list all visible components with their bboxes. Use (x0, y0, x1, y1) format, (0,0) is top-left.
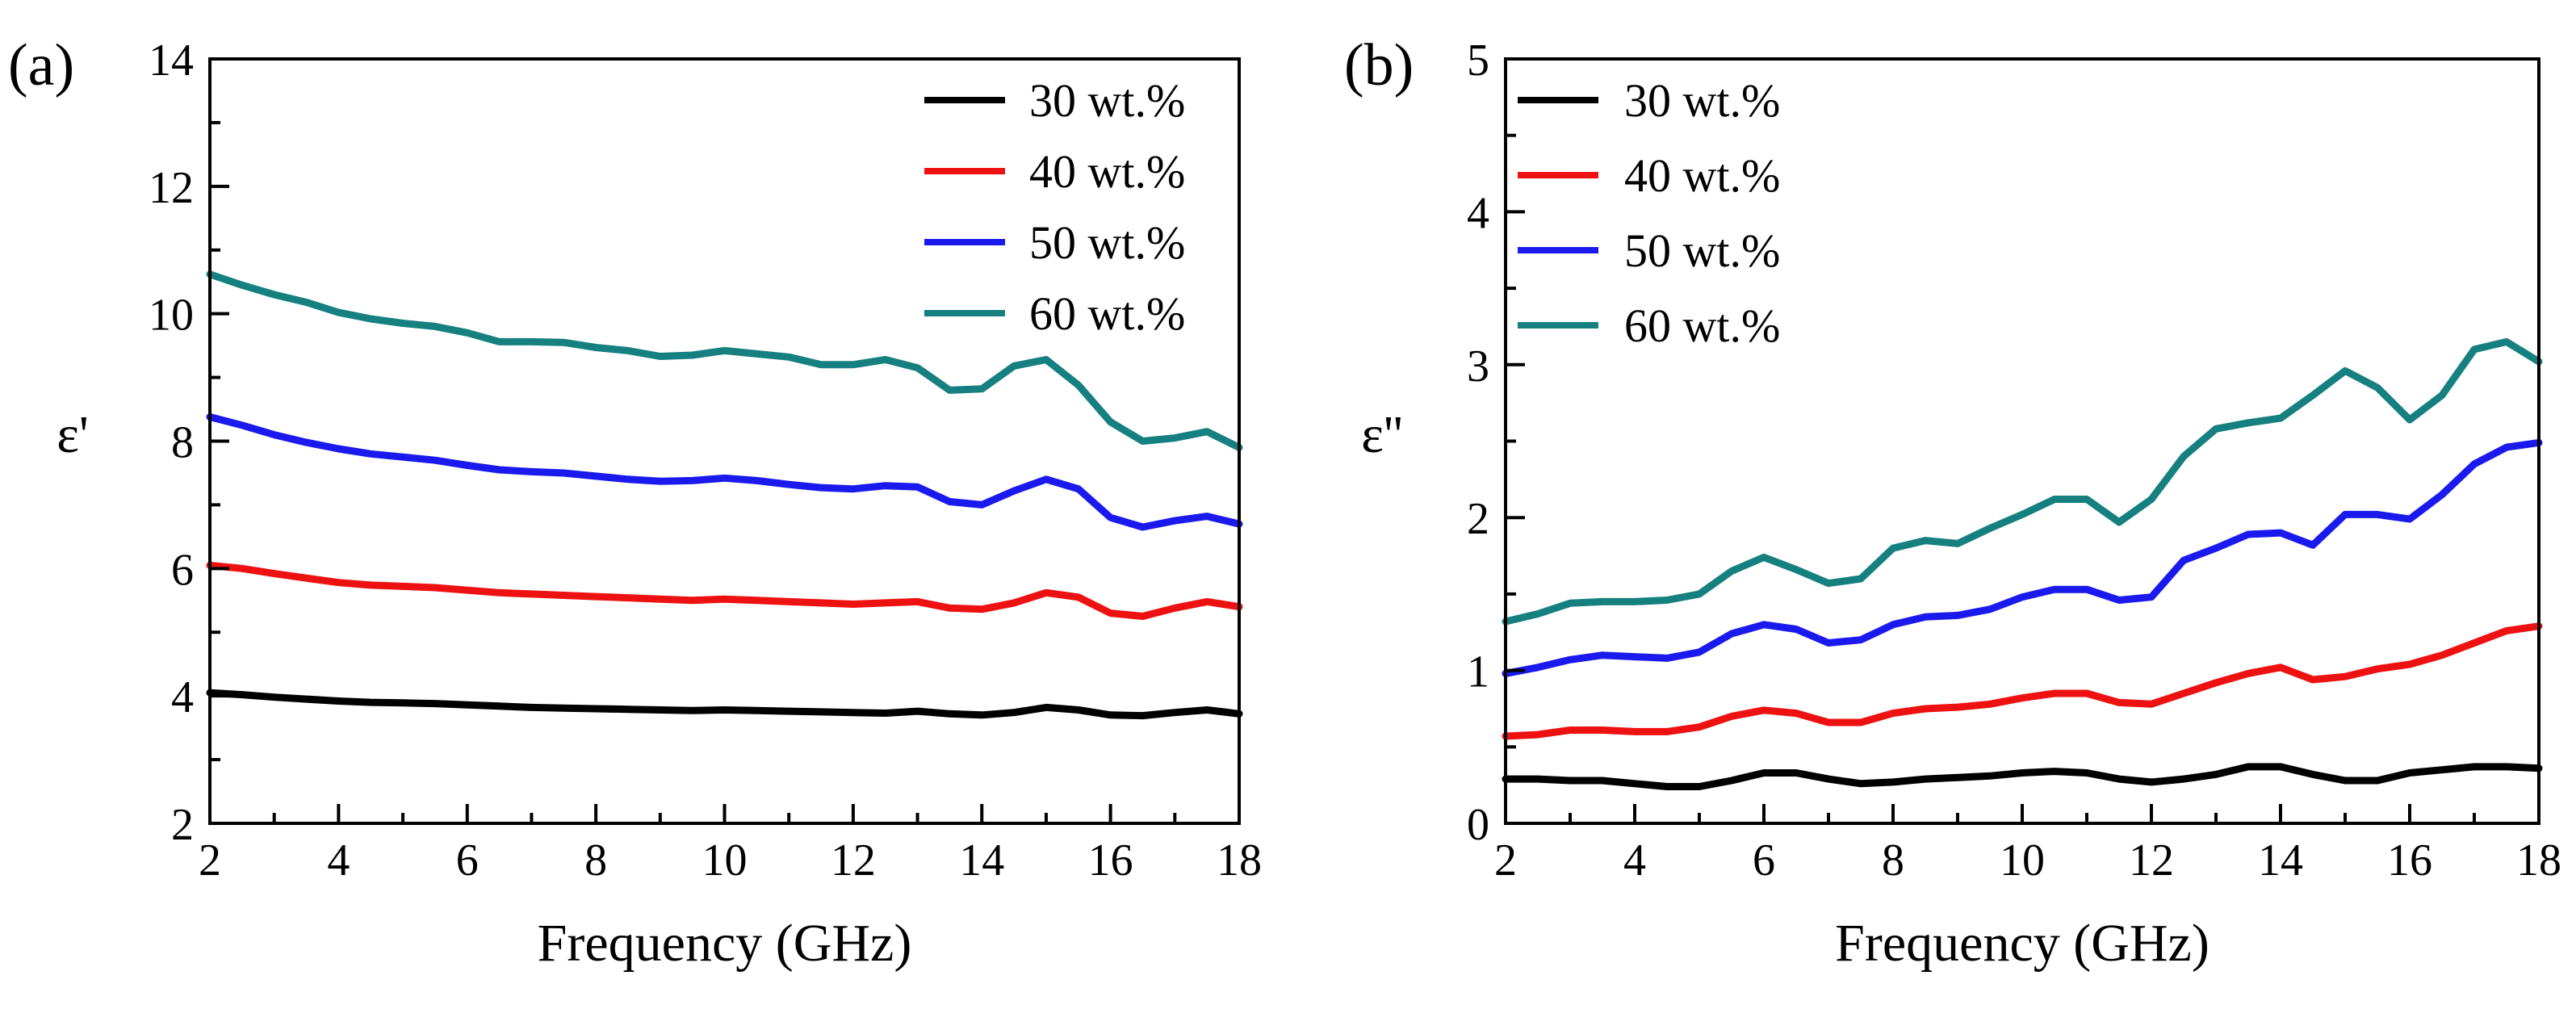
x-axis-title: Frequency (GHz) (538, 914, 912, 973)
legend-label: 60 wt.% (1624, 299, 1780, 352)
x-axis-title: Frequency (GHz) (1835, 914, 2209, 973)
x-tick-label: 12 (2129, 835, 2174, 885)
x-tick-label: 8 (1882, 835, 1904, 885)
legend-label: 40 wt.% (1029, 145, 1185, 198)
x-tick-label: 2 (1494, 835, 1517, 885)
series-line-40wt-panel-2 (1502, 622, 2543, 740)
y-tick-label: 6 (171, 545, 194, 595)
series-line-30wt-panel-1 (206, 689, 1243, 720)
x-tick-label: 14 (959, 835, 1004, 885)
y-tick-label: 0 (1467, 800, 1489, 850)
series-line-30wt-panel-2 (1502, 763, 2543, 790)
legend-label: 50 wt.% (1624, 224, 1780, 277)
y-tick-label: 2 (171, 800, 194, 850)
series-line-50wt-panel-1 (206, 413, 1243, 531)
legend-label: 30 wt.% (1029, 74, 1185, 127)
x-tick-label: 14 (2258, 835, 2303, 885)
y-tick-label: 4 (1467, 188, 1489, 238)
y-tick-label: 8 (171, 418, 194, 468)
y-tick-label: 14 (149, 36, 194, 86)
x-tick-label: 18 (1217, 835, 1262, 885)
x-tick-label: 2 (199, 835, 221, 885)
x-tick-label: 4 (1623, 835, 1646, 885)
x-tick-label: 18 (2516, 835, 2561, 885)
y-tick-label: 1 (1467, 647, 1489, 697)
x-tick-label: 8 (584, 835, 607, 885)
panel-label: (a) (8, 32, 74, 98)
series-line-60wt-panel-1 (206, 270, 1243, 451)
x-tick-label: 10 (702, 835, 748, 885)
legend-label: 40 wt.% (1624, 149, 1780, 202)
y-tick-label: 10 (149, 291, 194, 341)
series-line-40wt-panel-1 (206, 561, 1243, 620)
legend-label: 30 wt.% (1624, 74, 1780, 127)
y-axis-title: ε' (57, 405, 89, 464)
x-tick-label: 12 (831, 835, 876, 885)
legend-label: 50 wt.% (1029, 216, 1185, 269)
y-tick-label: 3 (1467, 341, 1489, 391)
y-tick-label: 12 (149, 163, 194, 213)
x-tick-label: 6 (456, 835, 479, 885)
x-tick-label: 10 (2000, 835, 2045, 885)
x-tick-label: 16 (2387, 835, 2432, 885)
y-tick-label: 2 (1467, 494, 1489, 544)
x-tick-label: 16 (1088, 835, 1133, 885)
series-line-60wt-panel-2 (1502, 337, 2543, 626)
panel-label: (b) (1344, 32, 1414, 98)
legend-label: 60 wt.% (1029, 287, 1185, 340)
y-axis-title: ε'' (1361, 405, 1403, 464)
x-tick-label: 6 (1753, 835, 1775, 885)
x-tick-label: 4 (327, 835, 350, 885)
y-tick-label: 4 (171, 672, 194, 722)
series-line-50wt-panel-2 (1502, 438, 2543, 677)
y-tick-label: 5 (1467, 36, 1489, 86)
